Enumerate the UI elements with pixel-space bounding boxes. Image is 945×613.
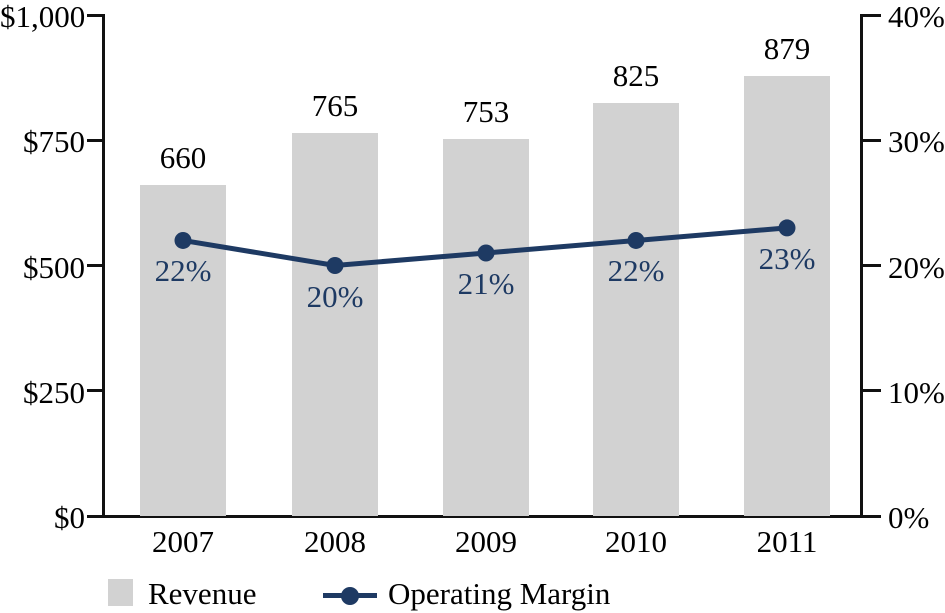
right-axis-tick [861,13,881,17]
right-axis-tick-label: 10% [888,374,945,410]
right-axis-tick [861,264,881,267]
right-axis-tick-label: 30% [888,124,945,160]
bar-value-label: 753 [462,93,510,129]
bar-value-label: 825 [612,57,660,93]
left-axis-tick-label: $0 [54,500,85,535]
right-axis-tick-label: 20% [888,249,945,285]
bar-value-label: 765 [311,87,359,123]
left-axis-tick [87,138,103,142]
left-axis-line [101,13,105,518]
legend-label-operating-margin: Operating Margin [388,576,611,611]
bar-value-label: 660 [159,140,207,176]
left-axis-tick [87,13,103,17]
right-axis-tick-label: 40% [888,0,945,34]
x-axis-category-label: 2011 [756,524,818,559]
operating-margin-value-label: 22% [607,253,665,289]
operating-margin-value-label: 21% [457,265,515,301]
operating-margin-value-label: 23% [758,240,816,276]
x-axis-category-label: 2007 [152,524,214,559]
operating-margin-value-label: 22% [154,253,212,289]
legend: Revenue Operating Margin [0,570,945,613]
revenue-bar [744,75,830,516]
left-axis-tick [87,264,103,267]
revenue-bar [292,132,378,516]
x-axis-category-label: 2008 [304,524,366,559]
x-axis-category-label: 2010 [605,524,667,559]
right-axis-tick [861,138,881,142]
x-axis-baseline [87,514,881,518]
operating-margin-value-label: 20% [306,278,364,314]
revenue-bar [443,138,529,516]
revenue-bar [140,185,226,516]
right-axis-tick [861,389,881,393]
left-axis-tick-label: $500 [23,249,85,285]
left-axis-tick-label: $750 [23,124,85,160]
left-axis-tick-label: $250 [23,374,85,410]
revenue-bar [593,102,679,516]
legend-label-revenue: Revenue [148,576,257,611]
bar-value-label: 879 [763,30,811,66]
right-axis-tick-label: 0% [888,500,930,535]
revenue-legend-swatch-icon [108,579,133,606]
left-axis-tick [87,389,103,393]
left-axis-tick-label: $1,000 [0,0,86,34]
operating-margin-legend-dot-icon [341,587,359,605]
x-axis-category-label: 2009 [455,524,517,559]
